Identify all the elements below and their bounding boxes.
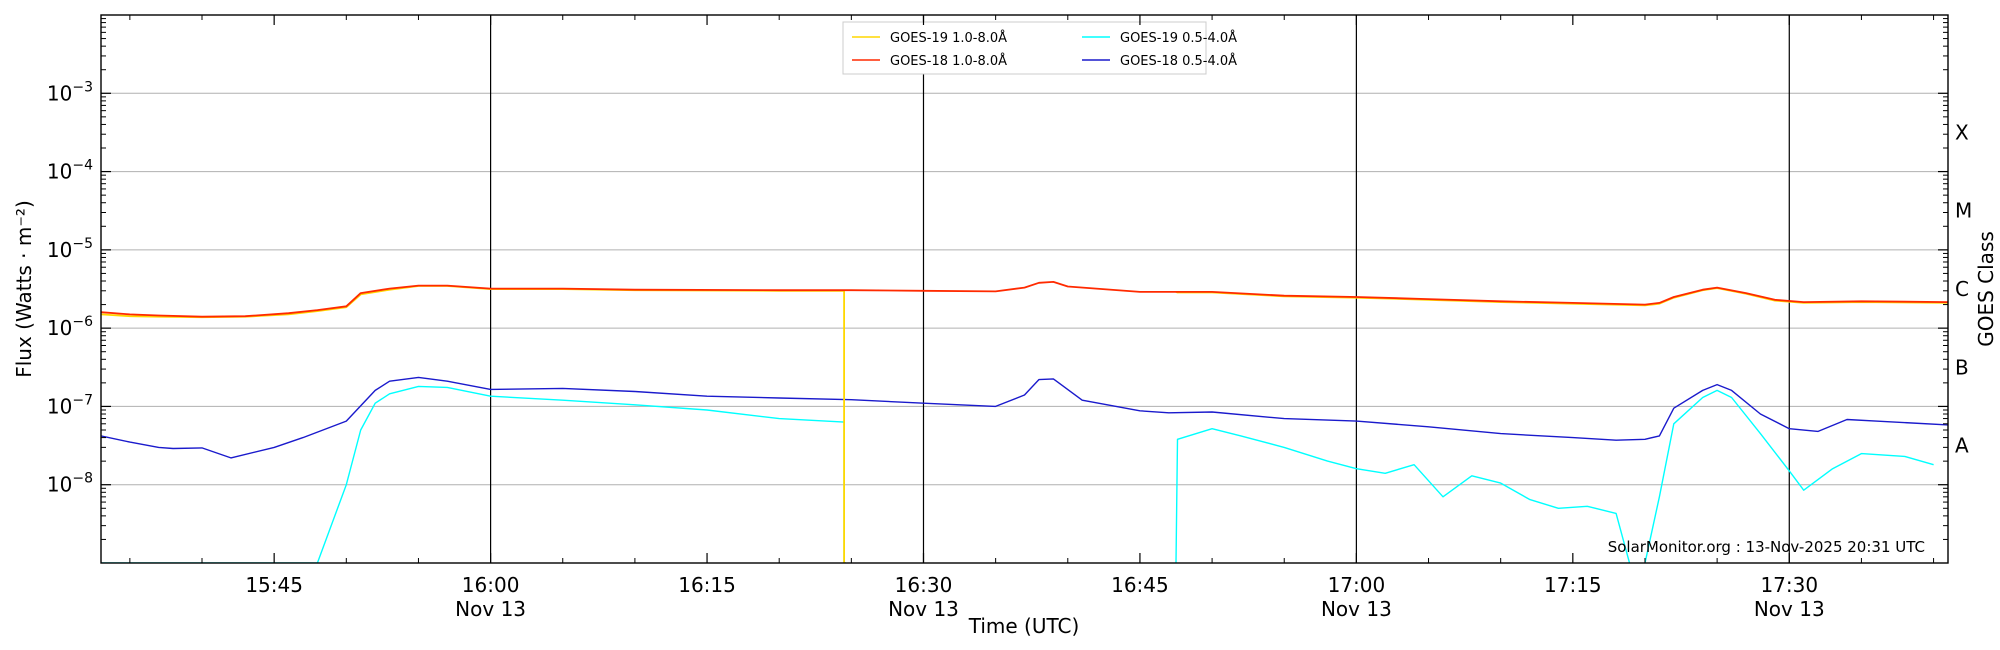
legend-label-0: GOES-19 1.0-8.0Å — [890, 30, 1007, 46]
plot-frame — [100, 14, 1949, 564]
goes-class-label-x: X — [1955, 120, 1969, 144]
axis-ticks — [101, 15, 1948, 563]
x-tick-label-6: 17:15 — [1544, 573, 1602, 597]
goes-class-label-m: M — [1955, 199, 1972, 223]
y-tick-label-4: 10−7 — [47, 392, 93, 418]
x-tick-label-7: 17:30 — [1760, 573, 1818, 597]
x-date-label-5: Nov 13 — [1321, 597, 1392, 621]
series-line-goes-19-0-5-4-0 — [101, 385, 1934, 563]
y-axis-title: Flux (Watts · m⁻²) — [12, 200, 36, 378]
series-line-goes-18-0-5-4-0 — [101, 376, 1948, 459]
goes-class-label-c: C — [1955, 277, 1969, 301]
series-line-goes-18-1-0-8-0 — [101, 281, 1948, 318]
x-tick-label-1: 16:00 — [462, 573, 520, 597]
goes-class-label-b: B — [1955, 355, 1969, 379]
series-line-goes-19-1-0-8-0 — [101, 285, 1948, 563]
x-tick-label-2: 16:15 — [678, 573, 736, 597]
legend-box — [842, 21, 1207, 75]
x-axis-title: Time (UTC) — [968, 614, 1080, 638]
x-tick-label-0: 15:45 — [245, 573, 303, 597]
x-date-label-7: Nov 13 — [1754, 597, 1825, 621]
x-date-label-3: Nov 13 — [888, 597, 959, 621]
y-tick-label-3: 10−6 — [47, 314, 93, 340]
legend-label-1: GOES-19 0.5-4.0Å — [1120, 30, 1237, 46]
goes-class-axis-title: GOES Class — [1974, 231, 1998, 347]
x-tick-label-3: 16:30 — [895, 573, 953, 597]
series-group — [101, 281, 1948, 563]
y-tick-label-2: 10−5 — [47, 236, 93, 262]
y-tick-label-0: 10−3 — [47, 79, 93, 105]
horizontal-grid — [101, 92, 1948, 486]
y-tick-label-1: 10−4 — [47, 158, 93, 184]
solarmonitor-credit: SolarMonitor.org : 13-Nov-2025 20:31 UTC — [1608, 538, 1925, 556]
legend: GOES-19 1.0-8.0Å GOES-19 0.5-4.0Å GOES-18 … — [842, 21, 1237, 75]
goes-class-label-a: A — [1955, 434, 1969, 458]
legend-label-2: GOES-18 1.0-8.0Å — [890, 53, 1007, 69]
x-tick-label-4: 16:45 — [1111, 573, 1169, 597]
y-tick-label-5: 10−8 — [47, 471, 93, 497]
x-date-label-1: Nov 13 — [455, 597, 526, 621]
x-tick-label-5: 17:00 — [1328, 573, 1386, 597]
legend-label-3: GOES-18 0.5-4.0Å — [1120, 53, 1237, 69]
